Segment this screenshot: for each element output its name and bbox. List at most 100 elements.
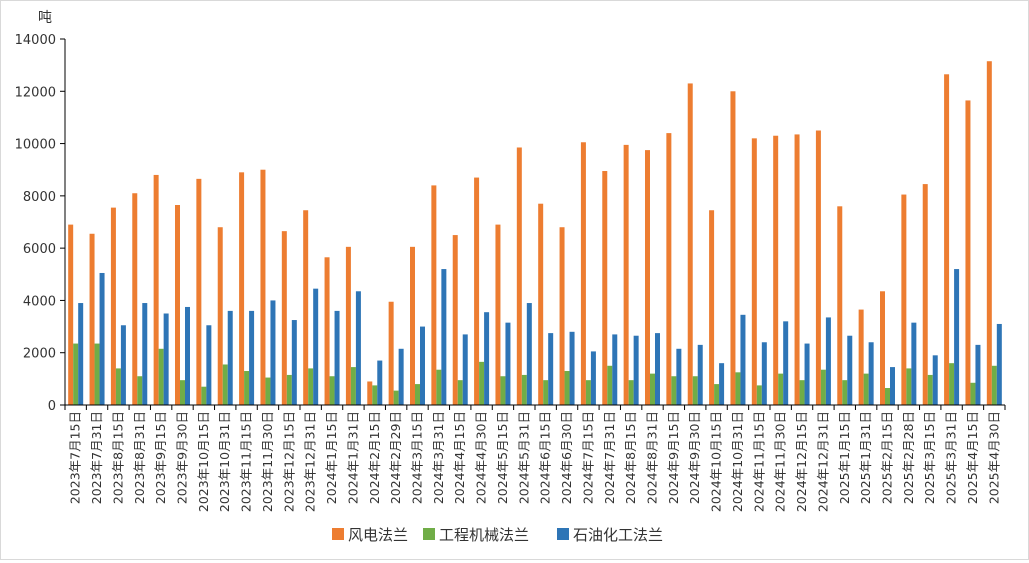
y-tick-label: 6000: [23, 242, 56, 257]
bar-series-3: [505, 322, 511, 405]
bar-series-1: [345, 246, 351, 405]
bar-series-2: [820, 369, 826, 405]
bar-series-2: [585, 380, 591, 405]
x-tick-label: 2024年4月15日: [452, 411, 467, 504]
x-tick-label: 2023年7月15日: [68, 411, 83, 504]
x-tick-label: 2023年10月31日: [217, 411, 232, 512]
x-tick-label: 2024年8月31日: [645, 411, 660, 504]
bar-series-2: [500, 376, 506, 405]
bar-series-3: [954, 269, 960, 405]
bar-series-3: [847, 335, 853, 405]
bar-series-1: [217, 227, 223, 405]
bar-series-1: [260, 169, 266, 405]
bar-series-3: [291, 320, 297, 405]
bar-series-3: [377, 360, 383, 405]
bar-series-1: [858, 309, 864, 405]
bar-series-1: [751, 138, 757, 405]
bar-series-3: [120, 325, 126, 405]
x-tick-label: 2023年11月15日: [239, 411, 254, 512]
bar-series-1: [303, 210, 309, 405]
bar-series-1: [431, 185, 437, 405]
bar-series-2: [543, 380, 549, 405]
bar-series-2: [885, 388, 890, 405]
bar-series-1: [986, 61, 992, 405]
bar-series-2: [158, 348, 164, 405]
bar-series-1: [474, 177, 480, 405]
bar-series-1: [730, 91, 736, 405]
bar-series-1: [794, 134, 800, 406]
bar-series-2: [628, 380, 634, 405]
bar-series-1: [495, 224, 501, 405]
bar-series-1: [196, 178, 202, 405]
bar-series-3: [484, 312, 490, 405]
bar-series-2: [222, 364, 228, 405]
bar-series-2: [137, 376, 143, 405]
bar-series-2: [650, 373, 655, 405]
x-tick-label: 2024年4月30日: [474, 411, 489, 504]
bar-series-1: [687, 83, 693, 405]
bar-series-2: [949, 363, 955, 405]
bar-series-3: [355, 291, 361, 405]
bar-series-1: [602, 171, 608, 405]
bar-series-2: [457, 380, 463, 405]
bar-series-3: [932, 355, 938, 405]
y-axis-ticks: 0 2000 4000 6000 8000 10000 12000 14000: [15, 33, 56, 414]
legend-swatch: [332, 528, 344, 540]
y-tick-label: 12000: [15, 85, 56, 100]
bar-series-3: [740, 314, 746, 405]
bar-series-3: [249, 310, 255, 405]
legend-label: 石油化工法兰: [573, 526, 663, 544]
x-tick-label: 2024年8月15日: [623, 411, 638, 504]
bar-series-1: [324, 257, 330, 405]
bar-series-1: [623, 144, 629, 405]
bar-series-3: [441, 269, 447, 405]
x-tick-label: 2023年12月31日: [303, 411, 318, 512]
x-tick-label: 2024年3月31日: [431, 411, 446, 504]
x-tick-label: 2025年1月15日: [837, 411, 852, 504]
bar-series-1: [388, 301, 394, 405]
bar-series-1: [410, 246, 415, 405]
bar-series-2: [286, 374, 292, 405]
bar-series-1: [559, 227, 565, 405]
x-tick-label: 2023年7月31日: [89, 411, 104, 504]
x-tick-label: 2023年11月30日: [260, 411, 275, 512]
legend-swatch: [557, 528, 569, 540]
bar-series-3: [761, 342, 767, 405]
bar-series-2: [671, 376, 677, 405]
legend-label: 风电法兰: [348, 526, 408, 544]
x-tick-label: 2023年8月15日: [110, 411, 125, 504]
bar-series-2: [564, 371, 570, 405]
bar-series-1: [132, 193, 138, 405]
x-tick-label: 2024年9月30日: [687, 411, 702, 504]
x-tick-label: 2023年9月30日: [175, 411, 190, 504]
bar-series-1: [367, 381, 373, 405]
bar-series-3: [548, 333, 554, 405]
bar-series-1: [880, 291, 885, 405]
bar-series-3: [185, 306, 190, 405]
bar-series-3: [163, 313, 169, 405]
bar-series-3: [804, 343, 810, 405]
bar-series-1: [89, 233, 95, 405]
bar-series-2: [94, 343, 100, 405]
bar-series-2: [350, 367, 356, 405]
bar-series-1: [538, 203, 544, 405]
bar-series-2: [73, 343, 79, 405]
bar-series-3: [334, 310, 340, 405]
y-tick-label: 10000: [15, 138, 56, 153]
bar-series-2: [778, 373, 784, 405]
bar-series-3: [526, 303, 532, 405]
bar-series-2: [393, 390, 399, 405]
x-tick-label: 2024年7月15日: [580, 411, 595, 504]
x-tick-label: 2025年2月15日: [880, 411, 895, 504]
bar-series-2: [607, 365, 613, 405]
x-tick-label: 2024年11月15日: [751, 411, 766, 512]
bar-series-2: [991, 365, 997, 405]
bar-series-2: [244, 371, 250, 405]
x-tick-label: 2023年12月15日: [281, 411, 296, 512]
x-tick-label: 2024年7月31日: [602, 411, 617, 504]
bar-series-3: [996, 323, 1002, 405]
x-tick-label: 2023年8月31日: [132, 411, 147, 504]
bar-series-1: [239, 172, 245, 405]
x-tick-label: 2024年12月31日: [815, 411, 830, 512]
